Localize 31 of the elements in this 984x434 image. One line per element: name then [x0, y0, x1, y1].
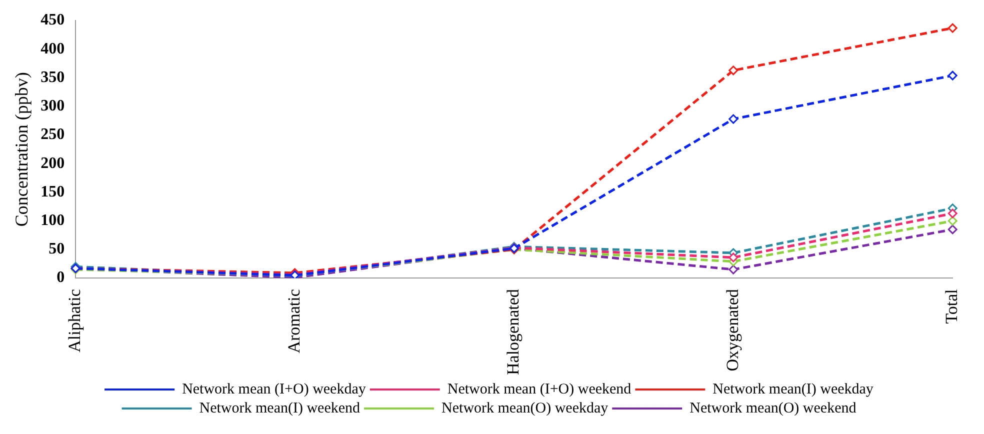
- x-tick-label: Total: [942, 288, 962, 324]
- y-tick-label: 350: [40, 68, 65, 86]
- x-tick-label: Aliphatic: [65, 288, 84, 352]
- legend-label: Network mean(O) weekend: [690, 400, 857, 416]
- point: [728, 264, 738, 274]
- point: [948, 23, 958, 33]
- y-tick-label: 250: [40, 126, 65, 144]
- x-tick-label: Halogenated: [504, 288, 523, 375]
- x-tick-label: Aromatic: [284, 288, 304, 354]
- point: [728, 252, 738, 262]
- y-tick-label: 0: [56, 269, 65, 286]
- y-tick-label: 200: [40, 154, 65, 172]
- point: [948, 216, 958, 226]
- y-tick-label: 150: [40, 183, 65, 200]
- y-tick-label: 50: [48, 240, 65, 258]
- y-tick-label: 100: [40, 212, 65, 230]
- point: [948, 70, 958, 80]
- legend-label: Network mean(O) weekday: [442, 400, 609, 416]
- point: [948, 208, 958, 218]
- legend-label: Network mean (I+O) weekend: [447, 381, 632, 398]
- point: [948, 224, 958, 234]
- point: [728, 114, 738, 124]
- y-tick-label: 400: [40, 40, 65, 58]
- y-axis-title: Concentration (ppbv): [12, 72, 32, 227]
- y-tick-label: 450: [40, 12, 65, 29]
- legend-label: Network mean (I+O) weekday: [182, 381, 366, 398]
- point: [728, 66, 738, 76]
- legend-label: Network mean(I) weekday: [712, 381, 874, 398]
- y-tick-label: 300: [40, 98, 65, 115]
- x-tick-label: Oxygenated: [722, 288, 742, 372]
- legend-label: Network mean(I) weekend: [199, 400, 361, 416]
